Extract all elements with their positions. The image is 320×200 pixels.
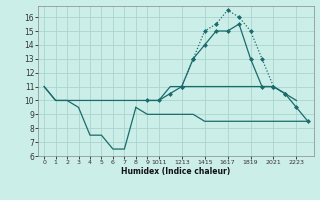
X-axis label: Humidex (Indice chaleur): Humidex (Indice chaleur) (121, 167, 231, 176)
